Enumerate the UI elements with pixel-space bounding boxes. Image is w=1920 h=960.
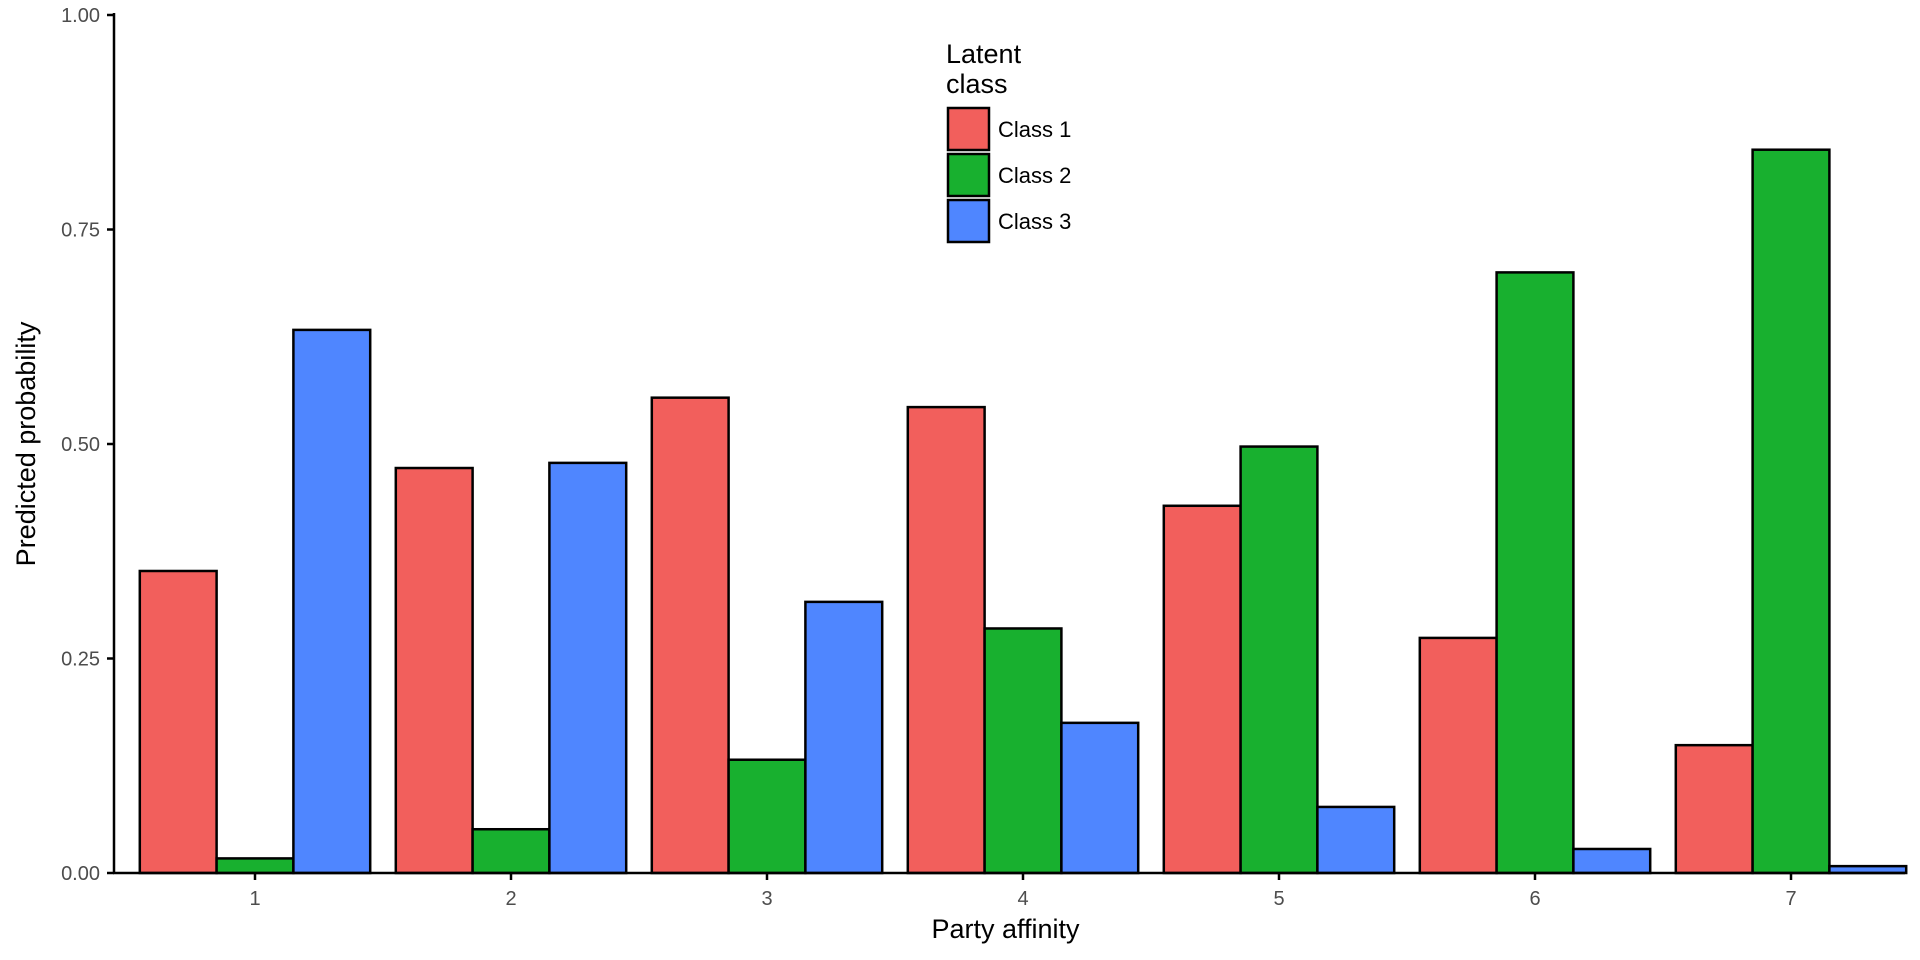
y-tick-label: 1.00 [61, 5, 100, 27]
bar-class-3-cat-1 [292, 328, 372, 875]
bar-class-1-cat-6 [1418, 636, 1498, 875]
bar-class-3-cat-6 [1572, 847, 1652, 875]
bar-class-1-cat-7 [1674, 743, 1754, 875]
x-axis-title: Party affinity [931, 914, 1080, 944]
bar-class-2-cat-5 [1239, 445, 1319, 875]
bar-class-2-cat-2 [471, 827, 551, 875]
legend-label-class-3: Class 3 [998, 209, 1071, 234]
bar-class-3-cat-2 [548, 461, 628, 875]
bar-class-2-cat-6 [1495, 271, 1575, 875]
bar-class-1-cat-5 [1162, 504, 1242, 875]
bar-class-3-cat-5 [1316, 805, 1396, 875]
bar-class-3-cat-3 [804, 600, 884, 875]
x-tick-label: 1 [249, 888, 260, 910]
x-tick-label: 6 [1529, 888, 1540, 910]
legend-key-class-1 [946, 106, 991, 152]
bar-class-3-cat-4 [1060, 721, 1140, 875]
bar-class-1-cat-2 [394, 466, 474, 875]
x-tick-label: 2 [505, 888, 516, 910]
legend-title-line-2: class [946, 69, 1008, 99]
legend: Latent class Class 1 Class 2 Class 3 [946, 39, 1071, 244]
y-tick-label: 0.50 [61, 434, 100, 456]
bar-class-2-cat-4 [983, 627, 1063, 875]
bar-class-2-cat-1 [215, 857, 295, 875]
bar-class-1-cat-3 [650, 396, 730, 875]
bar-class-2-cat-3 [727, 758, 807, 875]
legend-key-class-2 [946, 152, 991, 198]
y-axis-title: Predicted probability [11, 321, 41, 566]
legend-label-class-1: Class 1 [998, 117, 1071, 142]
x-tick-label: 4 [1017, 888, 1028, 910]
x-tick-label: 3 [761, 888, 772, 910]
x-tick-label: 7 [1785, 888, 1796, 910]
x-tick-label: 5 [1273, 888, 1284, 910]
legend-items: Class 1 Class 2 Class 3 [946, 106, 1071, 244]
y-tick-label: 0.25 [61, 649, 100, 671]
legend-title-line-1: Latent [946, 39, 1022, 69]
y-tick-label: 0.75 [61, 220, 100, 242]
bars-layer [138, 148, 1908, 875]
y-tick-label: 0.00 [61, 863, 100, 885]
bar-class-1-cat-1 [138, 569, 218, 875]
y-ticks: 0.00 0.25 0.50 0.75 1.00 [61, 5, 114, 885]
legend-key-class-3 [946, 198, 991, 244]
bar-class-2-cat-7 [1751, 148, 1831, 875]
bar-class-1-cat-4 [906, 405, 986, 875]
legend-label-class-2: Class 2 [998, 163, 1071, 188]
x-ticks: 1 2 3 4 5 6 7 [249, 873, 1797, 910]
